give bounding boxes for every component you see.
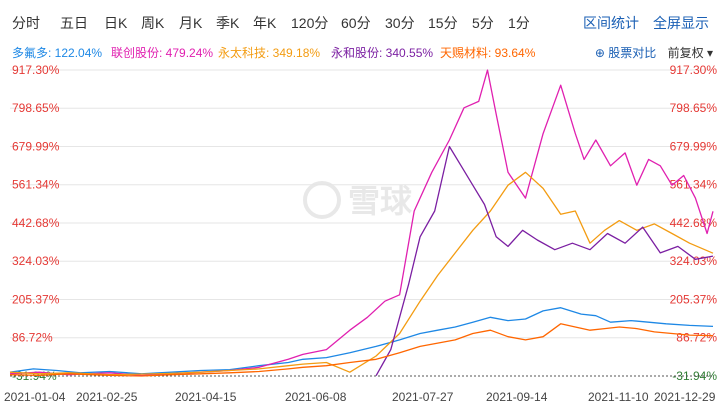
tab-60min[interactable]: 60分 <box>341 15 371 31</box>
chevron-down-icon: ▾ <box>706 46 713 60</box>
watermark-logo-icon <box>303 181 341 219</box>
series-line-天赐材料 <box>9 323 714 377</box>
stock-compare-button[interactable]: ⊕ 股票对比 <box>595 46 660 60</box>
y-tick-label-left: 442.68% <box>12 216 60 230</box>
x-tick-label: 2021-01-04 <box>4 390 66 404</box>
adjust-label: 前复权 <box>667 46 704 60</box>
x-tick-label: 2021-09-14 <box>486 390 548 404</box>
x-tick-label: 2021-11-10 <box>588 390 649 404</box>
y-tick-label-right: 86.72% <box>676 331 717 345</box>
series-legend: 多氟多: 122.04% 联创股份: 479.24% 永太科技: 349.18%… <box>0 40 723 62</box>
series-line-永太科技 <box>9 171 714 376</box>
legend-item-tccl[interactable]: 天赐材料: 93.64% <box>440 46 536 60</box>
legend-item-lcgf[interactable]: 联创股份: 479.24% <box>111 46 214 60</box>
y-tick-label-left: 679.99% <box>12 140 60 154</box>
plus-icon: ⊕ <box>594 46 605 60</box>
tab-1min[interactable]: 1分 <box>508 15 530 31</box>
x-tick-label: 2021-04-15 <box>175 390 237 404</box>
y-tick-label-right: 798.65% <box>670 101 718 115</box>
tab-quarter-k[interactable]: 季K <box>216 15 240 31</box>
tab-day-k[interactable]: 日K <box>104 15 128 31</box>
x-tick-label: 2021-07-27 <box>392 390 454 404</box>
watermark-text: 雪球 <box>348 182 413 220</box>
tab-120min[interactable]: 120分 <box>291 15 329 31</box>
fullscreen-button[interactable]: 全屏显示 <box>653 15 709 31</box>
stock-compare-label: 股票对比 <box>608 46 657 60</box>
period-tabs: 分时 五日 日K 周K 月K 季K 年K 120分 60分 30分 15分 5分… <box>0 0 723 40</box>
x-tick-label: 2021-06-08 <box>285 390 347 404</box>
y-tick-label-right: 679.99% <box>670 140 718 154</box>
adjust-select[interactable]: 前复权 ▾ <box>668 46 713 60</box>
interval-stats-button[interactable]: 区间统计 <box>583 15 639 31</box>
y-tick-label-right: 561.34% <box>670 178 718 192</box>
tab-30min[interactable]: 30分 <box>385 15 415 31</box>
tab-5min[interactable]: 5分 <box>472 15 494 31</box>
y-tick-label-right: 205.37% <box>670 293 718 307</box>
tab-month-k[interactable]: 月K <box>179 15 203 31</box>
x-axis: 2021-01-04 2021-02-25 2021-04-15 2021-06-08… <box>0 388 723 408</box>
series-line-永和股份 <box>375 145 714 377</box>
legend-item-yhgf[interactable]: 永和股份: 340.55% <box>331 46 434 60</box>
y-tick-label-left: 917.30% <box>12 63 60 77</box>
watermark: 雪球 <box>303 181 413 220</box>
y-tick-label-left: 86.72% <box>12 331 53 345</box>
y-tick-label-left: 205.37% <box>12 293 60 307</box>
x-tick-label: 2021-12-29 <box>654 390 716 404</box>
y-tick-label-left: 798.65% <box>12 101 60 115</box>
legend-item-dfd[interactable]: 多氟多: 122.04% <box>12 46 103 60</box>
tab-week-k[interactable]: 周K <box>141 15 165 31</box>
y-tick-label-left: 561.34% <box>12 178 60 192</box>
tab-5day[interactable]: 五日 <box>60 15 88 31</box>
y-tick-label-left: 324.03% <box>12 254 60 268</box>
tab-15min[interactable]: 15分 <box>428 15 458 31</box>
legend-item-ytkj[interactable]: 永太科技: 349.18% <box>218 46 321 60</box>
series-line-多氟多 <box>9 307 714 375</box>
tab-year-k[interactable]: 年K <box>253 15 277 31</box>
x-tick-label: 2021-02-25 <box>76 390 138 404</box>
tab-minute[interactable]: 分时 <box>12 15 40 31</box>
y-tick-label-right: 917.30% <box>670 63 718 77</box>
comparison-chart[interactable]: 雪球 917.30% 917.30% 798.65% 798.65% 679.99% 679… <box>0 62 723 388</box>
